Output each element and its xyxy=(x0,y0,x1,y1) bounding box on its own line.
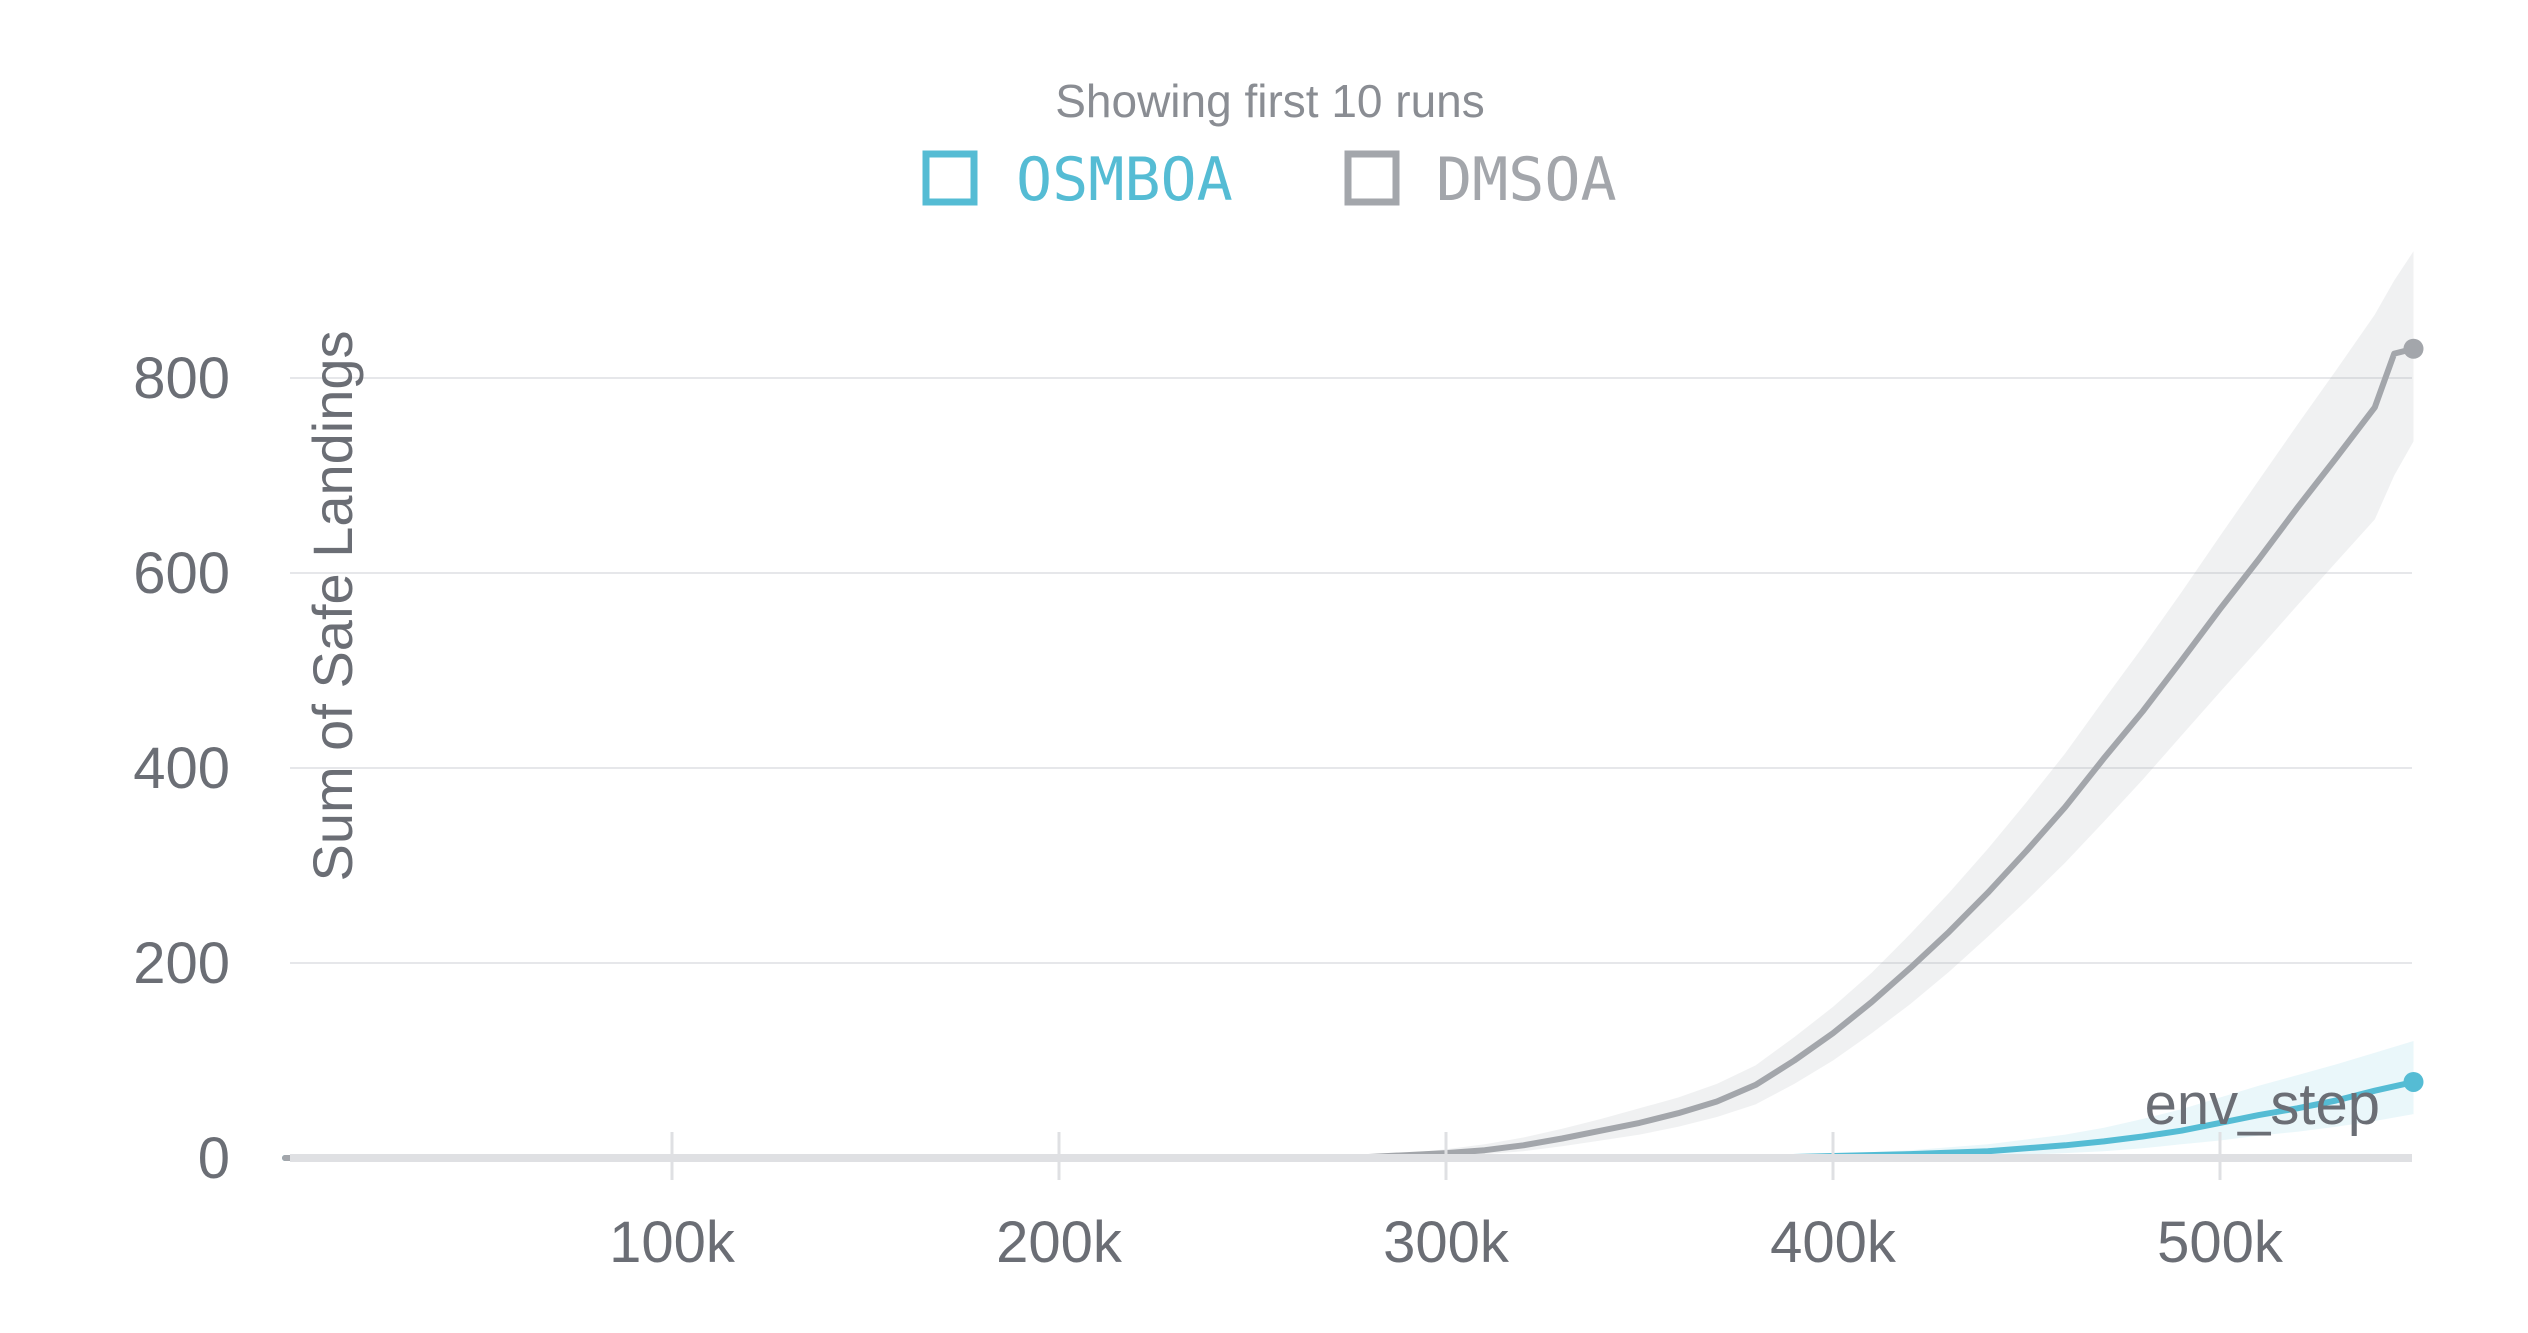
series-line-dmsoa xyxy=(282,345,2417,1161)
y-tick-label: 0 xyxy=(198,1126,230,1191)
x-tick-label: 100k xyxy=(609,1210,736,1275)
end-markers xyxy=(2403,338,2424,1092)
legend-swatch-dmsoa xyxy=(1344,150,1400,206)
end-marker-osmboa xyxy=(2403,1071,2424,1092)
x-tick-label: 300k xyxy=(1383,1210,1510,1275)
legend: OSMBOA DMSOA xyxy=(922,145,1617,215)
chart-title: Showing first 10 runs xyxy=(1055,75,1485,127)
legend-label-dmsoa: DMSOA xyxy=(1436,145,1617,215)
y-axis-label: Sum of Safe Landings xyxy=(301,330,364,881)
y-tick-label: 200 xyxy=(133,931,230,996)
x-tick-label: 200k xyxy=(996,1210,1123,1275)
end-marker-dmsoa xyxy=(2403,338,2424,359)
y-tick-label: 800 xyxy=(133,346,230,411)
gridlines xyxy=(290,377,2412,964)
axes: 0 200 400 600 800 100k 200k 300k 400k 500k xyxy=(133,346,2412,1275)
x-tick-label: 400k xyxy=(1770,1210,1897,1275)
x-tick-label: 500k xyxy=(2157,1210,2284,1275)
y-tick-label: 600 xyxy=(133,541,230,606)
band-dmsoa xyxy=(285,251,2414,1159)
legend-swatch-osmboa xyxy=(922,150,978,206)
confidence-bands xyxy=(285,251,2414,1159)
legend-label-osmboa: OSMBOA xyxy=(1016,145,1233,215)
y-tick-label: 400 xyxy=(133,736,230,801)
x-axis-label: env_step xyxy=(2145,1072,2380,1137)
